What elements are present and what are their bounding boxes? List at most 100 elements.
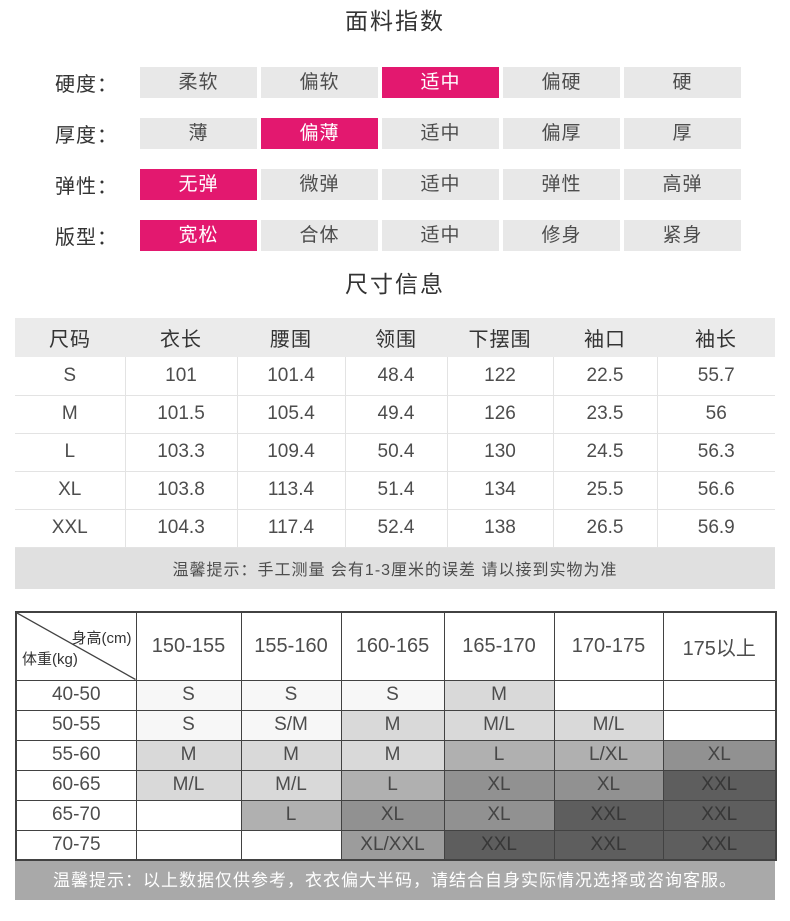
chart-size-cell: M/L: [553, 709, 664, 741]
size-cell: 23.5: [552, 395, 657, 434]
chart-size-cell: M/L: [443, 709, 555, 741]
size-cell: 48.4: [344, 357, 447, 396]
chart-empty-cell: [240, 829, 342, 861]
chart-size-cell: XXL: [662, 829, 777, 861]
chart-empty-cell: [662, 679, 777, 711]
height-range-header: 150-155: [135, 611, 242, 681]
size-info-header-row: 尺码 衣长 腰围 领围 下摆围 袖口 袖长: [15, 318, 775, 357]
size-cell: 56.3: [656, 433, 775, 472]
chart-size-cell: XXL: [662, 799, 777, 831]
fabric-option: 硬: [624, 67, 741, 98]
fabric-option-selected: 宽松: [140, 220, 257, 251]
fabric-option: 适中: [382, 118, 499, 149]
weight-range-header: 65-70: [15, 799, 137, 831]
size-cell: 130: [446, 433, 553, 472]
chart-size-cell: XL: [340, 799, 445, 831]
fabric-option: 偏软: [261, 67, 378, 98]
fabric-options: 薄偏薄 适中 偏厚厚: [140, 118, 741, 149]
fabric-option-selected: 适中: [382, 67, 499, 98]
size-cell: S: [15, 357, 125, 396]
chart-size-cell: S: [135, 679, 242, 711]
fabric-option: 高弹: [624, 169, 741, 200]
fabric-option: 修身: [503, 220, 620, 251]
fabric-option: 紧身: [624, 220, 741, 251]
chart-size-cell: M: [340, 739, 445, 771]
height-axis-label: 身高(cm): [71, 630, 132, 647]
size-cell: 52.4: [344, 509, 447, 548]
fabric-options: 宽松 合体 适中 修身 紧身: [140, 220, 741, 251]
size-cell: 109.4: [236, 433, 345, 472]
chart-row: 40-50 S S S M: [15, 679, 777, 711]
weight-axis-label: 体重(kg): [22, 650, 78, 668]
size-cell: 56.9: [656, 509, 775, 548]
chart-size-cell: M/L: [240, 769, 342, 801]
weight-range-header: 55-60: [15, 739, 137, 771]
size-row: M 101.5 105.4 49.4 126 23.5 56: [15, 395, 775, 434]
chart-size-cell: XL: [662, 739, 777, 771]
chart-size-cell: M: [443, 679, 555, 711]
size-cell: M: [15, 395, 125, 434]
fabric-option-selected: 无弹: [140, 169, 257, 200]
fabric-row-label: 版型：: [55, 227, 118, 249]
chart-size-cell: XL: [443, 769, 555, 801]
size-cell: 50.4: [344, 433, 447, 472]
chart-size-cell: M: [240, 739, 342, 771]
fabric-option: 柔软: [140, 67, 257, 98]
chart-size-cell: XXL: [553, 799, 664, 831]
size-cell: 56: [656, 395, 775, 434]
height-range-header: 175以上: [662, 611, 777, 681]
size-cell: XXL: [15, 509, 125, 548]
size-info-table: 尺码 衣长 腰围 领围 下摆围 袖口 袖长 S 101 101.4 48.4 122 22.5 55.7…: [15, 318, 775, 589]
chart-size-cell: XL/XXL: [340, 829, 445, 861]
fabric-row-label: 弹性：: [55, 176, 118, 198]
chart-row: 60-65 M/L M/L L XL XL XXL: [15, 769, 777, 801]
fabric-rows: 硬度： 柔软 偏软 适中 偏硬硬厚度：薄偏薄 适中 偏厚厚弹性： 无弹 微弹 适中 弹性 高弹 版型：宽…: [0, 67, 790, 251]
chart-row: 50-55 S S/M M M/L M/L: [15, 709, 777, 741]
size-column-header: 下摆围: [447, 318, 553, 357]
chart-row: 70-75 XL/XXL XXL XXL XXL: [15, 829, 777, 861]
weight-range-header: 50-55: [15, 709, 137, 741]
size-info-note-row: 温馨提示：手工测量 会有1-3厘米的误差 请以接到实物为准: [15, 547, 775, 589]
chart-size-cell: XL: [443, 799, 555, 831]
chart-empty-cell: [135, 829, 242, 861]
chart-empty-cell: [135, 799, 242, 831]
diagonal-divider-icon: [17, 613, 136, 680]
size-cell: 56.6: [656, 471, 775, 510]
size-chart-table: 身高(cm) 体重(kg) 150-155 155-160 160-165 165-1…: [15, 611, 777, 861]
chart-size-cell: L: [240, 799, 342, 831]
chart-size-cell: S/M: [240, 709, 342, 741]
chart-size-cell: XXL: [443, 829, 555, 861]
size-cell: 55.7: [656, 357, 775, 396]
size-cell: 24.5: [552, 433, 657, 472]
size-row: L 103.3 109.4 50.4 130 24.5 56.3: [15, 433, 775, 472]
chart-size-cell: M: [135, 739, 242, 771]
weight-range-header: 70-75: [15, 829, 137, 861]
size-cell: 49.4: [344, 395, 447, 434]
fabric-options: 无弹 微弹 适中 弹性 高弹: [140, 169, 741, 200]
chart-size-cell: M/L: [135, 769, 242, 801]
size-cell: 26.5: [552, 509, 657, 548]
size-column-header: 尺码: [15, 318, 125, 357]
fabric-option: 薄: [140, 118, 257, 149]
size-cell: 22.5: [552, 357, 657, 396]
height-range-header: 165-170: [443, 611, 555, 681]
chart-row: 55-60 M M M L L/XL XL: [15, 739, 777, 771]
fabric-index-title: 面料指数: [345, 8, 445, 34]
chart-size-cell: S: [240, 679, 342, 711]
fabric-row: 弹性： 无弹 微弹 适中 弹性 高弹: [0, 169, 790, 200]
height-range-header: 170-175: [553, 611, 664, 681]
height-range-header: 160-165: [340, 611, 445, 681]
chart-empty-cell: [553, 679, 664, 711]
weight-range-header: 60-65: [15, 769, 137, 801]
size-column-header: 腰围: [237, 318, 345, 357]
chart-size-cell: L/XL: [553, 739, 664, 771]
chart-size-cell: M: [340, 709, 445, 741]
size-cell: 101.4: [236, 357, 345, 396]
size-cell: 134: [446, 471, 553, 510]
fabric-row: 厚度： 薄偏薄 适中 偏厚厚: [0, 118, 790, 149]
fabric-option: 适中: [382, 169, 499, 200]
chart-size-cell: S: [135, 709, 242, 741]
fabric-option: 弹性: [503, 169, 620, 200]
fabric-row: 硬度： 柔软 偏软 适中 偏硬硬: [0, 67, 790, 98]
fabric-option: 适中: [382, 220, 499, 251]
